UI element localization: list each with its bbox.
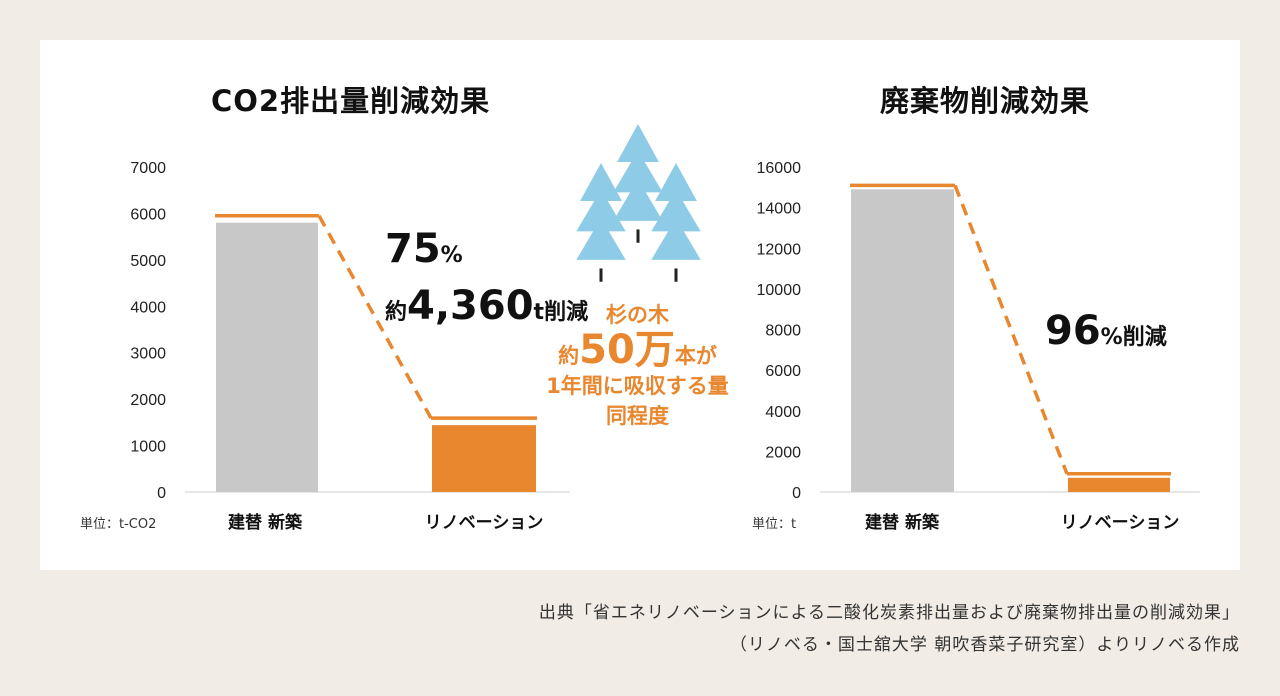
source-citation: 出典「省エネリノベーションによる二酸化炭素排出量および廃棄物排出量の削減効果」 …	[539, 597, 1240, 661]
waste-ytick-label: 14000	[757, 201, 802, 218]
waste-reduction-percent: 96%削減	[1045, 308, 1167, 354]
waste-category-label-2: リノベーション	[1061, 513, 1180, 533]
co2-ytick-label: 4000	[130, 299, 166, 316]
cedar-tree-icon	[576, 163, 626, 282]
waste-ytick-label: 4000	[765, 404, 801, 421]
waste-bar-1	[851, 189, 954, 492]
co2-ytick-label: 6000	[130, 206, 166, 223]
cedar-tree-icon	[651, 163, 701, 282]
co2-category-label-2: リノベーション	[425, 513, 544, 533]
waste-percent-sign: %	[1100, 325, 1123, 350]
waste-bar-2	[1068, 477, 1170, 492]
waste-ytick-label: 12000	[757, 241, 802, 258]
tree-note-count: 50万	[579, 327, 675, 373]
co2-ytick-label: 5000	[130, 253, 166, 270]
waste-ytick-label: 10000	[757, 282, 802, 299]
source-line-2: （リノベる・国士舘大学 朝吹香菜子研究室）よりリノベる作成	[729, 635, 1240, 655]
co2-reduction-percent: 75%	[385, 226, 463, 272]
waste-reduction-connector	[953, 184, 1069, 475]
waste-ytick-label: 8000	[765, 323, 801, 340]
waste-ytick-label: 0	[792, 485, 801, 502]
tree-note-suffix: 本が	[674, 344, 717, 368]
waste-ytick-label: 2000	[765, 444, 801, 461]
waste-percent-suffix: 削減	[1122, 325, 1167, 350]
waste-unit-label: 単位：t	[752, 516, 796, 532]
co2-reduction-amount: 約4,360t削減	[385, 283, 588, 329]
cedar-tree-icon	[613, 124, 663, 243]
co2-bar-1	[216, 222, 318, 492]
co2-category-label-1: 建替 新築	[228, 512, 303, 533]
tree-note-line4: 同程度	[606, 404, 669, 428]
waste-percent-number: 96	[1045, 308, 1101, 354]
tree-note-line2: 約50万本が	[530, 330, 745, 371]
co2-unit-label: 単位：t-CO2	[80, 516, 156, 532]
waste-ytick-label: 6000	[765, 363, 801, 380]
waste-category-label-1: 建替 新築	[865, 512, 940, 533]
tree-note-line1: 杉の木	[606, 303, 669, 327]
co2-amount-number: 4,360	[407, 283, 534, 329]
co2-ytick-label: 1000	[130, 439, 166, 456]
tree-equivalence-note: 杉の木 約50万本が 1年間に吸収する量 同程度	[530, 300, 745, 431]
tree-note-line3: 1年間に吸収する量	[546, 374, 729, 398]
waste-ytick-label: 16000	[757, 160, 802, 177]
co2-amount-prefix: 約	[385, 300, 408, 325]
source-line-1: 出典「省エネリノベーションによる二酸化炭素排出量および廃棄物排出量の削減効果」	[538, 603, 1240, 623]
co2-amount-suffix: t削減	[533, 300, 589, 325]
co2-chart-title: CO2排出量削減効果	[211, 84, 491, 118]
co2-bar-2	[432, 425, 536, 492]
co2-ytick-label: 3000	[130, 346, 166, 363]
co2-ytick-label: 0	[157, 485, 166, 502]
co2-percent-number: 75	[385, 226, 441, 272]
waste-chart-title: 廃棄物削減効果	[880, 84, 1091, 118]
co2-ytick-label: 7000	[130, 160, 166, 177]
tree-note-prefix: 約	[558, 344, 580, 368]
co2-ytick-label: 2000	[130, 392, 166, 409]
co2-percent-sign: %	[440, 243, 463, 268]
